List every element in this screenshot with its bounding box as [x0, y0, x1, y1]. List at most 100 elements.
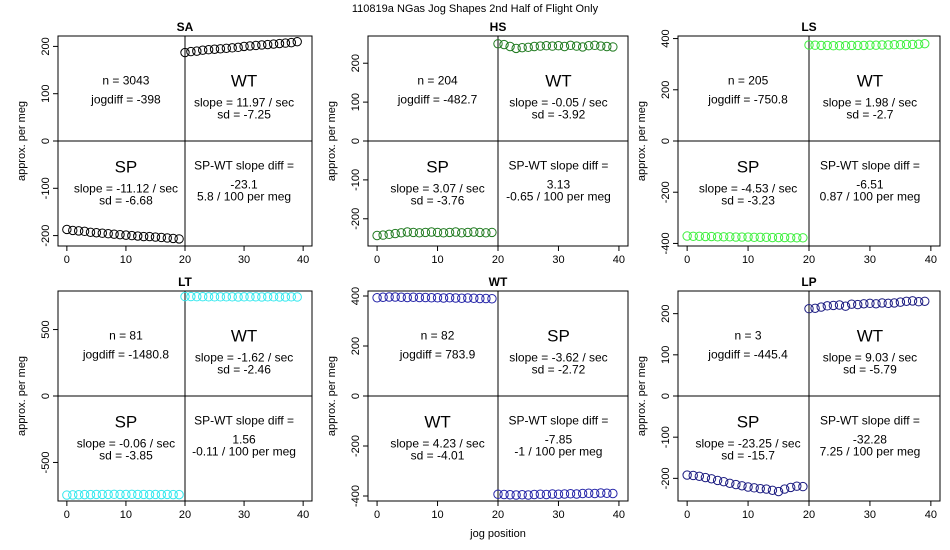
data-point: [694, 231, 705, 241]
x-tick-label: 30: [864, 509, 876, 521]
data-point: [198, 292, 208, 302]
data-point: [889, 40, 900, 50]
data-point: [596, 488, 606, 498]
data-point: [186, 291, 196, 302]
upper-sd-label: sd = -3.92: [532, 108, 586, 122]
data-point: [816, 302, 826, 312]
data-point: [274, 38, 285, 49]
upper-slope-label: slope = -0.05 / sec: [509, 96, 607, 110]
x-tick-label: 0: [64, 254, 70, 266]
data-point: [523, 490, 533, 500]
data-point: [209, 292, 220, 302]
data-point: [583, 488, 594, 498]
lower-segment-label: SP: [737, 413, 760, 432]
data-point: [577, 488, 588, 499]
data-point: [402, 227, 413, 237]
data-point: [127, 489, 137, 500]
data-point: [227, 292, 237, 302]
data-point: [384, 292, 394, 302]
data-point: [547, 41, 558, 51]
x-tick-label: 40: [297, 254, 309, 266]
data-point: [426, 227, 437, 237]
x-tick-label: 30: [238, 254, 250, 266]
data-point: [822, 40, 832, 51]
lower-slope-label: slope = -0.06 / sec: [77, 437, 175, 451]
y-tick-label: 0: [350, 393, 362, 399]
data-point: [396, 228, 406, 238]
data-point: [390, 228, 400, 239]
data-point: [865, 298, 875, 309]
lower-segment-label: SP: [115, 158, 138, 177]
data-point: [257, 40, 267, 50]
x-tick-label: 20: [179, 254, 191, 266]
data-point: [469, 227, 479, 237]
y-tick-label: 0: [350, 138, 362, 144]
data-point: [792, 233, 802, 243]
panel-sa: SA 0 10 20 30 40 200 100 0 -100 -200 approx. per me…: [16, 20, 313, 266]
data-point: [755, 232, 765, 242]
x-tick-label: 20: [492, 509, 504, 521]
slope-diff-value: -7.85: [545, 433, 573, 447]
data-point: [767, 485, 778, 495]
slope-diff-per-meg: 0.87 / 100 per meg: [820, 190, 921, 204]
data-point: [743, 232, 753, 242]
data-point: [804, 40, 814, 50]
data-point: [481, 293, 491, 304]
data-point: [127, 230, 137, 241]
y-tick-label: 100: [660, 346, 672, 364]
data-point: [840, 41, 851, 51]
slope-diff-title: SP-WT slope diff =: [194, 414, 294, 428]
y-tick-label: -200: [350, 208, 362, 230]
data-point: [286, 37, 297, 48]
data-point: [846, 40, 857, 51]
data-point: [877, 298, 887, 308]
slope-diff-title: SP-WT slope diff =: [820, 159, 920, 173]
data-point: [103, 489, 113, 500]
panel-title: LT: [178, 275, 192, 289]
data-point: [553, 41, 564, 51]
panel-title: LP: [801, 275, 816, 289]
data-point: [907, 296, 918, 306]
data-point: [215, 292, 226, 302]
y-tick-label: -200: [40, 225, 52, 247]
x-tick-label: 30: [864, 254, 876, 266]
lower-sd-label: sd = -6.68: [99, 194, 153, 208]
x-tick-label: 20: [803, 509, 815, 521]
upper-segment-label: WT: [545, 72, 571, 91]
data-point: [239, 292, 249, 302]
data-point: [535, 41, 546, 51]
data-point: [590, 40, 600, 51]
data-point: [233, 292, 243, 302]
data-point: [694, 471, 705, 481]
data-point: [115, 489, 125, 500]
slope-diff-per-meg: -0.65 / 100 per meg: [506, 190, 611, 204]
data-point: [718, 476, 729, 487]
data-point: [565, 489, 576, 499]
y-tick-label: 100: [40, 85, 52, 103]
lower-slope-label: slope = -23.25 / sec: [696, 437, 801, 451]
y-tick-label: 200: [660, 304, 672, 322]
upper-slope-label: slope = 11.97 / sec: [194, 96, 294, 110]
upper-sd-label: sd = -2.7: [846, 108, 893, 122]
data-point: [773, 486, 784, 497]
data-point: [109, 229, 119, 239]
data-point: [378, 292, 388, 302]
data-point: [810, 303, 820, 313]
data-point: [840, 301, 851, 311]
lower-sd-label: sd = -15.7: [721, 449, 775, 463]
x-tick-label: 0: [374, 254, 380, 266]
x-tick-label: 40: [613, 509, 625, 521]
lower-sd-label: sd = -3.76: [411, 194, 465, 208]
x-tick-label: 0: [684, 509, 690, 521]
data-point: [505, 490, 515, 500]
data-point: [853, 299, 863, 310]
data-point: [737, 232, 747, 242]
data-point: [457, 293, 467, 303]
x-tick-label: 20: [803, 254, 815, 266]
panel-title: WT: [489, 275, 508, 289]
n-count-label: n = 3043: [102, 74, 149, 88]
data-point: [91, 228, 102, 238]
panel-ls: LS 0 10 20 30 40 400 200 0 -200 -400 approx. per me…: [636, 20, 941, 266]
x-tick-label: 10: [742, 254, 754, 266]
y-tick-label: -200: [660, 181, 672, 203]
